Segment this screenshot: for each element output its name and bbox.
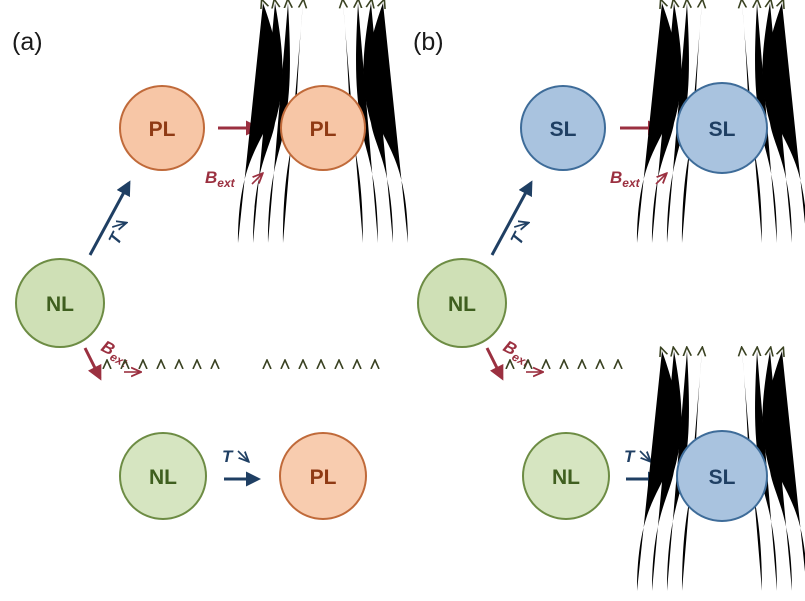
arrow-red (83, 347, 102, 381)
node-pl-bottom-right: PL (279, 432, 367, 520)
node-nl-middle: NL (417, 258, 507, 348)
node-sl-top-left: SL (520, 85, 606, 171)
temperature-symbol: T (624, 447, 636, 466)
field-subscript: ext (217, 176, 235, 190)
svg-text:Bext: Bext (97, 337, 134, 371)
bext-label-rotated: Bext (499, 337, 536, 371)
node-sl-bottom-right: SL (676, 430, 768, 522)
panel-label-b: (b) (413, 28, 444, 56)
node-nl-bottom-left: NL (119, 432, 207, 520)
node-label: SL (709, 118, 736, 141)
panel-label-a: (a) (12, 28, 43, 56)
svg-text:Bext: Bext (610, 168, 641, 190)
bext-label-rotated: Bext (97, 337, 134, 371)
temperature-symbol: T (507, 228, 529, 248)
field-subscript: ext (622, 176, 640, 190)
node-label: PL (310, 466, 337, 489)
node-pl-top-right: PL (280, 85, 366, 171)
node-label: NL (448, 293, 476, 316)
panel-a: (a) PL PL Bext NL T (12, 3, 408, 586)
arrow-blue (88, 180, 131, 256)
svg-text:Bext: Bext (205, 168, 236, 190)
arrow-red (485, 347, 504, 381)
node-nl-bottom-left: NL (522, 432, 610, 520)
field-symbol: B (205, 168, 217, 187)
panel-b: (b) SL SL Bext NL T Bext (413, 3, 805, 591)
node-pl-top-left: PL (119, 85, 205, 171)
node-label: NL (552, 466, 580, 489)
node-label: NL (46, 293, 74, 316)
node-label: PL (149, 118, 176, 141)
temperature-symbol: T (105, 228, 127, 248)
field-symbol: B (610, 168, 622, 187)
t-label: T (222, 447, 248, 466)
node-sl-top-right: SL (676, 82, 768, 174)
node-label: PL (310, 118, 337, 141)
arrow-blue (490, 180, 533, 256)
bext-label: Bext (610, 168, 666, 190)
node-label: SL (550, 118, 577, 141)
bext-label: Bext (205, 168, 262, 190)
t-label: T (624, 447, 650, 466)
node-nl-middle: NL (15, 258, 105, 348)
node-label: NL (149, 466, 177, 489)
temperature-symbol: T (222, 447, 234, 466)
svg-text:Bext: Bext (499, 337, 536, 371)
node-label: SL (709, 466, 736, 489)
